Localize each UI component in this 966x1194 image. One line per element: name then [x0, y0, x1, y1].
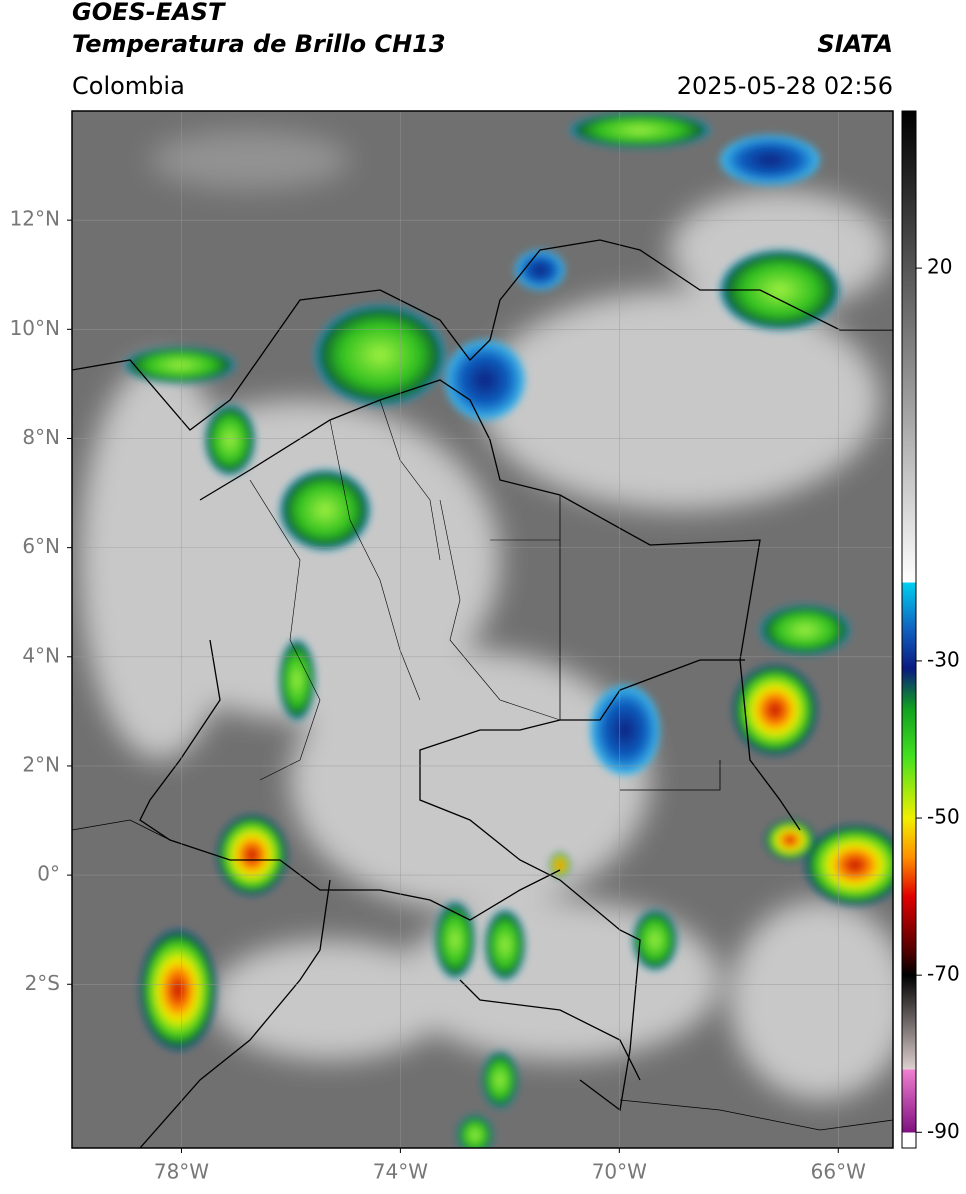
x-tick-label: 66°W — [811, 1160, 866, 1184]
x-tick-label: 78°W — [154, 1160, 209, 1184]
y-tick-label: 8°N — [22, 425, 60, 449]
y-tick-label: 2°N — [22, 752, 60, 776]
subtitle: Temperatura de Brillo CH13 — [72, 30, 446, 58]
colorbar-tick-label: 20 — [927, 255, 952, 279]
y-tick-label: 4°N — [22, 643, 60, 667]
y-tick-label: 2°S — [25, 971, 60, 995]
graticule — [72, 111, 893, 1148]
title: GOES-EAST — [72, 0, 226, 26]
satellite-image — [72, 111, 893, 1148]
source: SIATA — [817, 30, 893, 58]
region: Colombia — [72, 72, 185, 100]
map-frame — [71, 110, 894, 1149]
colorbar-tick-label: -90 — [927, 1119, 960, 1143]
y-tick-label: 0° — [37, 862, 60, 886]
y-tick-label: 12°N — [10, 207, 60, 231]
colorbar-tick-label: -70 — [927, 962, 960, 986]
colorbar — [901, 110, 917, 1149]
x-tick-label: 74°W — [373, 1160, 428, 1184]
colorbar-tick-label: -30 — [927, 647, 960, 671]
x-tick-label: 70°W — [592, 1160, 647, 1184]
datetime: 2025-05-28 02:56 — [677, 72, 893, 100]
y-tick-label: 10°N — [10, 316, 60, 340]
y-tick-label: 6°N — [22, 534, 60, 558]
colorbar-tick-label: -50 — [927, 805, 960, 829]
